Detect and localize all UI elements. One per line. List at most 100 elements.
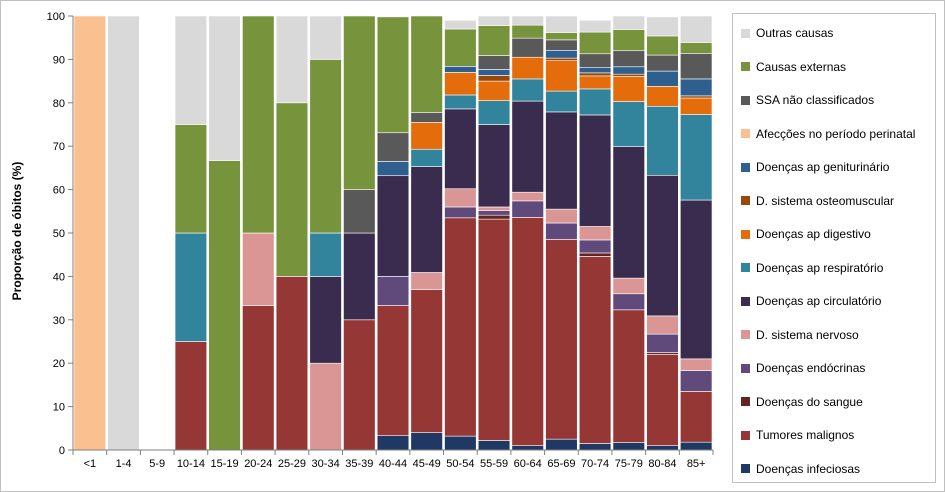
bar-segment-30-34-4 <box>309 362 342 451</box>
bar-segment-75-79-9 <box>612 66 645 75</box>
bar-segment-35-39-12 <box>343 15 376 190</box>
bar-segment-50-54-0 <box>444 435 477 451</box>
legend-item: SSA não classificados <box>741 91 874 109</box>
legend-item: Doenças endócrinas <box>741 359 865 377</box>
bar-segment-85+-0 <box>680 441 713 451</box>
bar-segment-45-49-5 <box>410 166 443 273</box>
bar-segment-55-59-7 <box>477 80 511 101</box>
bar-segment-65-69-6 <box>545 90 578 113</box>
bar-segment-50-54-3 <box>444 206 477 219</box>
bar-segment-75-79-5 <box>612 146 645 279</box>
bar-segment-25-29-1 <box>275 276 309 451</box>
x-tick-label: <1 <box>84 458 97 470</box>
bar-segment-45-49-0 <box>410 432 443 451</box>
bar-segment-85+-11 <box>680 53 713 80</box>
bar-segment-40-44-11 <box>376 132 410 162</box>
bar-segment-80-84-7 <box>646 86 679 107</box>
bar-segment-85+-4 <box>680 358 713 371</box>
bar-segment-65-69-4 <box>545 208 578 224</box>
x-tick-label: 55-59 <box>480 458 508 470</box>
bar-segment-55-59-12 <box>477 25 511 56</box>
bar-segment-65-69-5 <box>545 111 578 210</box>
bar-segment-70-74-2 <box>578 252 612 257</box>
legend-label: Doenças ap digestivo <box>756 227 871 241</box>
legend-label: Doenças ap respiratório <box>756 260 884 275</box>
bar-segment-55-59-8 <box>477 75 511 82</box>
x-tick-label: 1-4 <box>116 458 132 470</box>
bar-segment-40-44-0 <box>376 435 410 451</box>
x-tick-label: 30-34 <box>312 458 340 470</box>
bar-segment-60-64-6 <box>511 78 544 102</box>
bar-segment-80-84-5 <box>646 174 679 317</box>
bar-segment-80-84-11 <box>646 54 679 72</box>
bar-segment-85+-3 <box>680 370 713 392</box>
bar-segment-80-84-13 <box>646 16 679 37</box>
bar-segment-85+-13 <box>680 15 713 43</box>
legend-item: Doenças do sangue <box>741 393 863 411</box>
legend-item: Doenças ap digestivo <box>741 225 871 243</box>
x-tick-label: 45-49 <box>413 458 441 470</box>
bar-segment-55-59-2 <box>477 214 511 220</box>
bar-segment-75-79-7 <box>612 76 645 102</box>
bar-segment-80-84-4 <box>646 315 679 335</box>
bar-segment-50-54-5 <box>444 108 477 190</box>
bar-segment-80-84-9 <box>646 70 679 87</box>
bar-segment-45-49-4 <box>410 272 443 290</box>
legend-label: SSA não classificados <box>756 93 875 107</box>
y-tick-label: 100 <box>47 11 65 23</box>
bar-segment-80-84-12 <box>646 35 679 56</box>
bar-segment-30-34-5 <box>309 276 342 364</box>
legend-item: Causas externas <box>741 58 846 76</box>
bar-segment-50-54-1 <box>444 217 477 437</box>
x-tick-label: 70-74 <box>581 458 609 470</box>
bar-segment-40-44-12 <box>376 16 410 134</box>
x-tick-label: 50-54 <box>446 458 474 470</box>
bar-segment-55-59-4 <box>477 206 511 211</box>
bar-segment-70-74-3 <box>578 239 612 254</box>
bar-segment-85+-5 <box>680 199 713 360</box>
bar-segment-75-79-1 <box>612 309 645 443</box>
bar-segment-60-64-0 <box>511 445 544 451</box>
y-tick-label: 0 <box>59 445 65 457</box>
legend-swatch <box>741 330 750 339</box>
legend-label: Afecções no período perinatal <box>756 126 916 141</box>
x-tick-label: 10-14 <box>177 458 205 470</box>
bar-segment-70-74-4 <box>578 226 612 241</box>
y-tick-label: 60 <box>53 185 65 197</box>
bar-segment-80-84-3 <box>646 333 679 353</box>
bar-segment-70-74-9 <box>578 67 612 74</box>
bar-segment-70-74-12 <box>578 31 612 55</box>
legend-swatch <box>741 162 750 172</box>
x-tick-label: 85+ <box>687 458 706 470</box>
y-tick-label: 20 <box>53 358 65 370</box>
bar-segment-65-69-1 <box>545 239 578 440</box>
bar-segment-65-69-8 <box>545 57 578 61</box>
legend-swatch <box>741 397 750 406</box>
bar-segment-55-59-11 <box>477 55 511 70</box>
legend-swatch <box>741 263 750 272</box>
bar-segment-35-39-11 <box>343 189 376 234</box>
bar-segment-45-49-7 <box>410 122 443 150</box>
legend-swatch <box>741 196 750 205</box>
bar-segment-80-84-2 <box>646 352 679 355</box>
bar-segment-70-74-8 <box>578 72 612 77</box>
stacked-bar-chart: 0 10 20 30 40 50 60 70 80 90 100 <1 1-4 5-9 10-14 15-19… <box>10 11 714 470</box>
bar-segment-55-59-9 <box>477 69 511 76</box>
y-tick-label: 30 <box>53 315 65 327</box>
legend-item: Doenças ap respiratório <box>741 259 883 277</box>
bar-segment-10-14-1 <box>174 341 208 451</box>
bar-segment-10-14-13 <box>174 15 208 125</box>
bar-segment-65-69-12 <box>545 32 578 41</box>
bar-segment-50-54-9 <box>444 66 477 73</box>
bar-segment-10-14-12 <box>174 124 208 234</box>
bar-segment-50-54-7 <box>444 72 477 96</box>
legend-label: Doenças do sangue <box>756 394 863 409</box>
legend-label: D. sistema osteomuscular <box>756 193 895 208</box>
x-tick-label: 25-29 <box>278 458 306 470</box>
bar-segment-55-59-6 <box>477 100 511 125</box>
bar-segment-30-34-6 <box>309 232 342 277</box>
bar-segment-65-69-3 <box>545 222 578 240</box>
legend-label: Tumores malignos <box>756 428 855 442</box>
bar-segment-45-49-11 <box>410 112 443 123</box>
